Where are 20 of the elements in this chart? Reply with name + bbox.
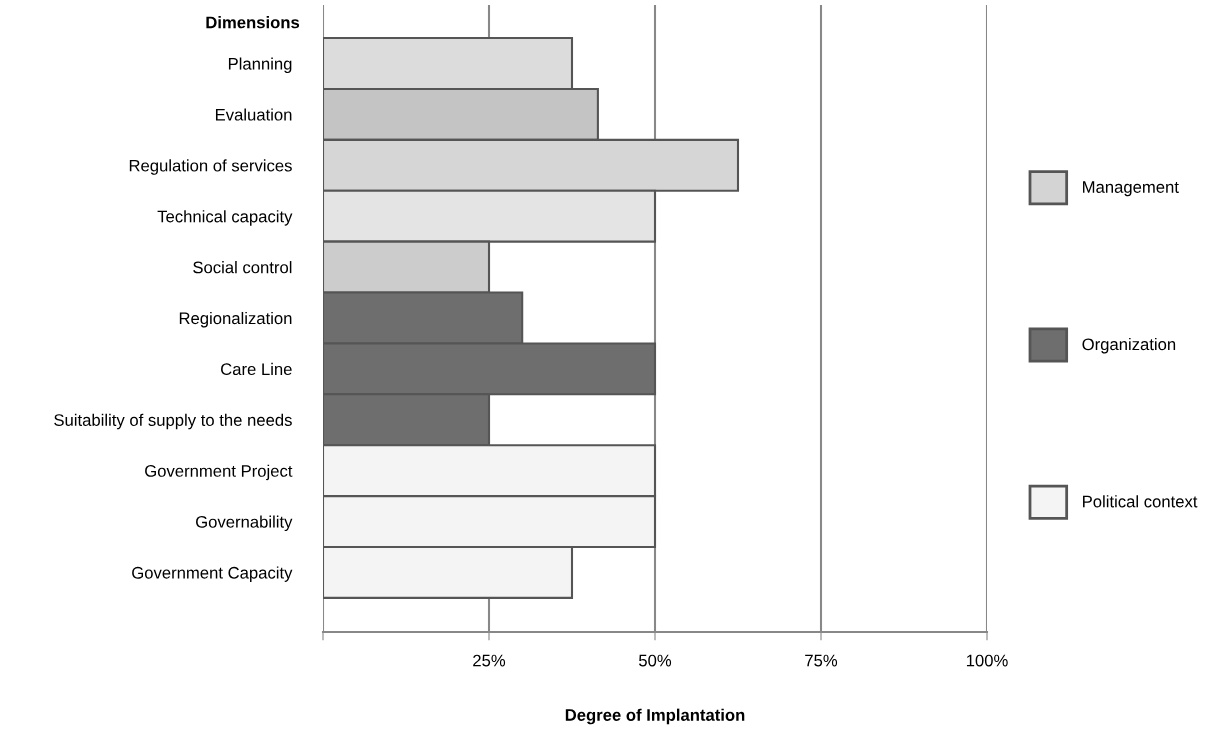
legend-label: Organization: [1082, 337, 1176, 354]
x-tick-label: 25%: [473, 654, 506, 667]
y-tick-label: Planning: [228, 57, 292, 74]
y-tick-label: Suitability of supply to the needs: [54, 413, 292, 430]
y-tick-label: Social control: [193, 261, 292, 274]
y-tick-label: Regionalization: [179, 311, 292, 328]
x-axis-title: Degree of Implantation: [565, 708, 745, 725]
legend-label: Political context: [1083, 495, 1198, 508]
y-tick-label: Governability: [196, 515, 293, 532]
y-tick-label: Government Capacity: [132, 566, 293, 582]
y-tick-label: Government Project: [145, 464, 293, 481]
y-tick-label: Technical capacity: [157, 210, 293, 226]
x-tick-label: 75%: [805, 654, 838, 667]
x-tick-label: 50%: [638, 654, 672, 667]
x-tick-label: 100%: [966, 654, 1008, 667]
legend-label: Management: [1083, 181, 1179, 197]
y-tick-label: Care Line: [221, 362, 292, 376]
y-axis-title: Dimensions: [206, 16, 300, 29]
y-tick-label: Evaluation: [215, 108, 292, 121]
y-tick-label: Regulation of services: [129, 159, 292, 175]
